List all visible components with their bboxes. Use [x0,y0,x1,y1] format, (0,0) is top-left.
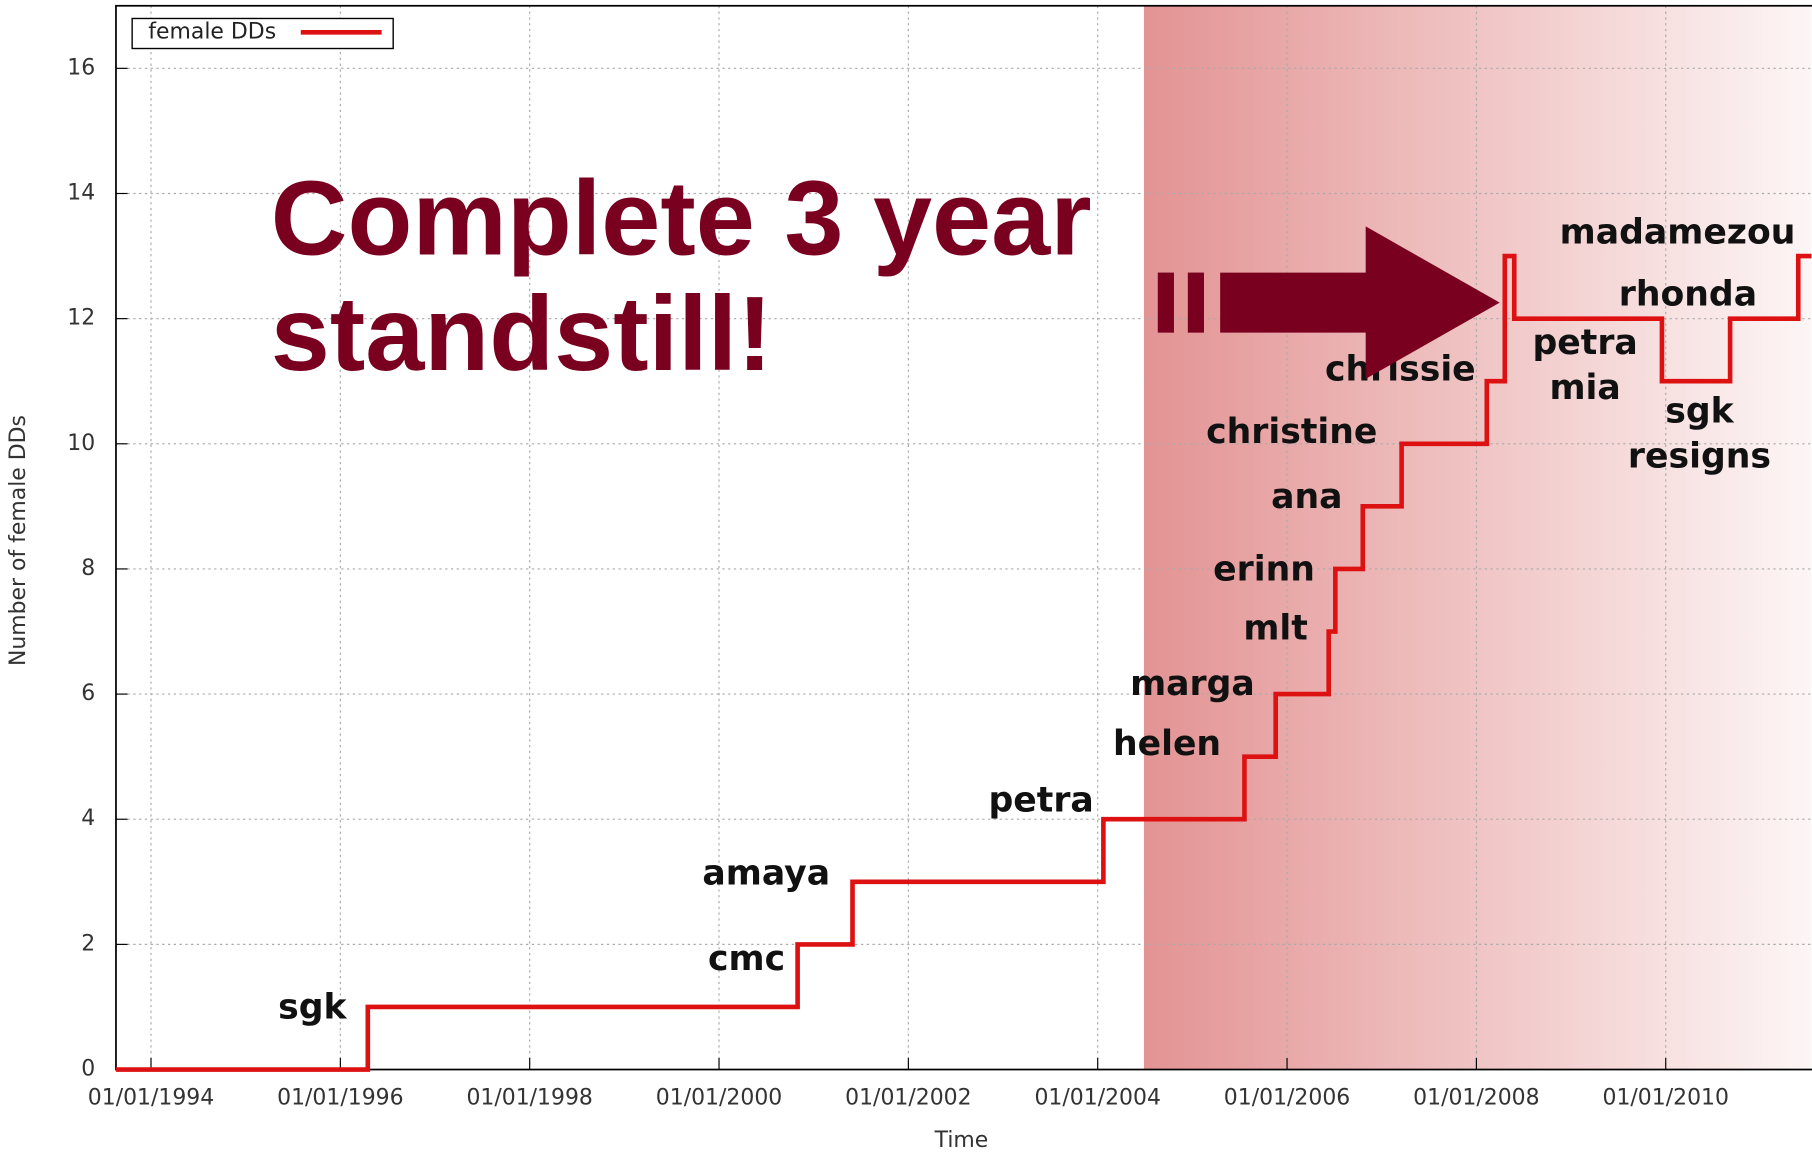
annotation: sgk [278,987,347,1027]
x-tick-label: 01/01/1996 [277,1085,403,1110]
annotation: madamezou [1560,212,1796,252]
annotation: marga [1130,664,1255,704]
annotation: sgk [1665,391,1734,431]
step-line [115,253,1812,1072]
annotation: petra [1533,323,1638,363]
y-tick-label: 0 [81,1057,95,1082]
x-tick-label: 01/01/1994 [88,1085,214,1110]
annotation: helen [1113,724,1221,764]
legend-label: female DDs [148,19,276,44]
y-tick-label: 14 [67,180,95,205]
annotation: cmc [708,939,785,979]
headline: standstill! [271,274,773,393]
y-tick-label: 2 [81,931,95,956]
x-axis-title: Time [934,1128,989,1153]
annotation: mia [1549,368,1620,408]
x-tick-label: 01/01/1998 [466,1085,592,1110]
annotation: amaya [702,853,830,893]
x-tick-label: 01/01/2004 [1034,1085,1160,1110]
y-tick-label: 16 [67,55,95,80]
headline: Complete 3 year [271,158,1092,277]
annotation: petra [989,781,1094,821]
x-tick-label: 01/01/2002 [845,1085,971,1110]
annotation: rhonda [1619,275,1757,315]
x-tick-label: 01/01/2010 [1603,1085,1729,1110]
annotation: erinn [1213,550,1315,590]
plot-frame [115,4,1812,1071]
y-axis-title: Number of female DDs [6,415,31,666]
y-tick-label: 10 [67,431,95,456]
y-tick-label: 6 [81,681,95,706]
x-tick-label: 01/01/2000 [656,1085,782,1110]
x-tick-label: 01/01/2006 [1224,1085,1350,1110]
arrow [1157,226,1500,379]
y-tick-label: 4 [81,806,95,831]
annotation: resigns [1628,436,1771,476]
y-tick-label: 8 [81,556,95,581]
x-tick-label: 01/01/2008 [1413,1085,1539,1110]
annotation: christine [1206,412,1377,452]
y-tick-label: 12 [67,306,95,331]
highlight-region [1143,5,1812,1070]
annotation: mlt [1243,608,1307,648]
annotation: ana [1271,477,1342,517]
